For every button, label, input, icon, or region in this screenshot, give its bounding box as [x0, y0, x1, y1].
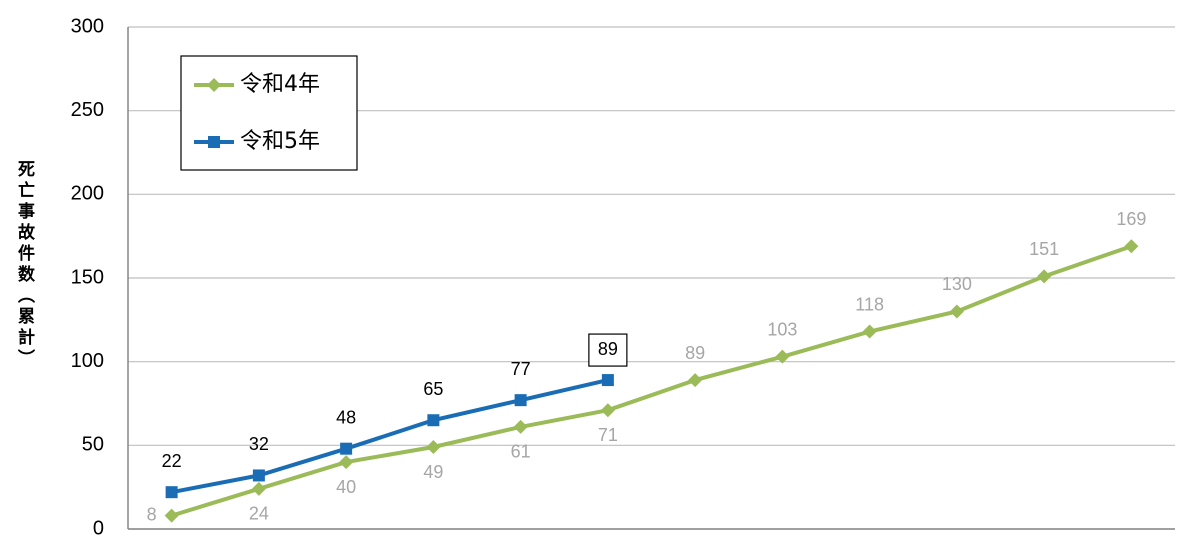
marker	[252, 469, 265, 482]
y-axis-label: 死亡事故件数（累計）	[14, 160, 35, 370]
marker	[600, 403, 615, 418]
data-label: 89	[685, 343, 705, 363]
legend	[180, 55, 358, 171]
marker	[1124, 239, 1139, 254]
marker	[601, 374, 614, 387]
series: 22 32 48 65 77 89	[162, 333, 628, 499]
marker	[164, 508, 179, 523]
marker	[775, 349, 790, 364]
series: 8 24 40 49 61 71 89 103 118 130 151 169	[147, 209, 1147, 524]
data-label: 48	[336, 407, 356, 427]
y-tick-label: 0	[93, 517, 104, 539]
data-label: 89	[598, 339, 618, 359]
marker	[340, 442, 353, 455]
y-tick-label: 50	[82, 434, 104, 456]
data-label: 49	[423, 462, 443, 482]
legend-label: 令和4年	[240, 72, 320, 97]
data-label: 103	[767, 319, 797, 339]
data-label: 24	[249, 504, 269, 524]
marker	[165, 486, 178, 499]
line	[171, 244, 1133, 518]
marker	[514, 394, 527, 407]
line	[171, 378, 609, 495]
y-tick-label: 200	[71, 183, 104, 205]
y-tick-label: 150	[71, 266, 104, 288]
marker	[339, 455, 354, 470]
data-label: 151	[1029, 239, 1059, 259]
marker	[688, 373, 703, 388]
marker	[949, 304, 964, 319]
data-label: 8	[147, 504, 157, 524]
data-label: 61	[511, 442, 531, 462]
data-label: 65	[423, 379, 443, 399]
y-tick-label: 300	[71, 15, 104, 37]
data-label: 40	[336, 477, 356, 497]
marker	[513, 419, 528, 434]
marker	[1037, 269, 1052, 284]
data-label: 130	[942, 274, 972, 294]
label-box	[588, 333, 628, 367]
marker	[207, 78, 221, 92]
marker	[862, 324, 877, 339]
marker	[208, 136, 220, 148]
marker	[427, 414, 440, 427]
data-label: 32	[249, 434, 269, 454]
y-tick-label: 250	[71, 99, 104, 121]
data-label: 77	[511, 359, 531, 379]
data-label: 118	[855, 294, 884, 314]
marker	[251, 481, 266, 496]
legend-label: 令和5年	[240, 129, 320, 154]
data-label: 71	[598, 425, 618, 445]
marker	[426, 440, 441, 455]
y-tick-label: 100	[71, 350, 104, 372]
data-label: 169	[1116, 209, 1146, 229]
data-label: 22	[162, 451, 182, 471]
